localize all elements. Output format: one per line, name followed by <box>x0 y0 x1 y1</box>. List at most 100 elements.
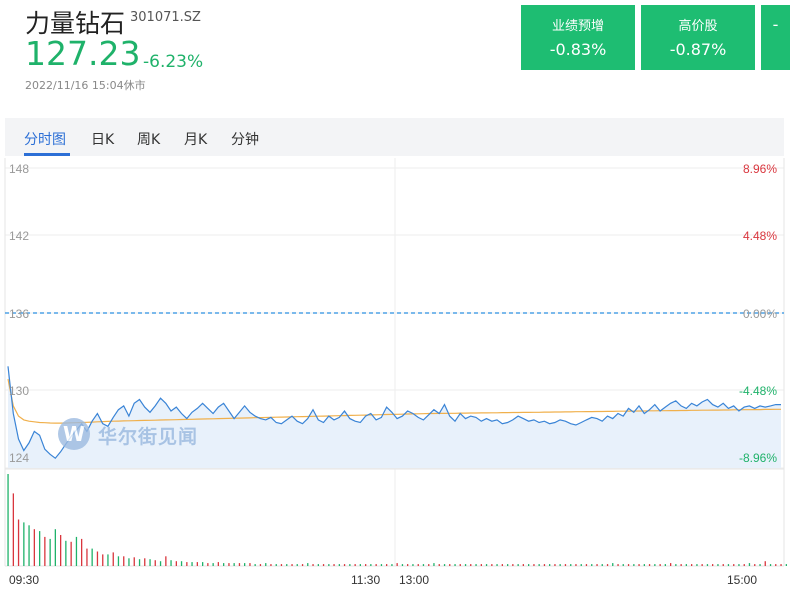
volume-bar <box>286 564 288 566</box>
volume-bar <box>265 563 267 566</box>
volume-bar <box>291 564 293 566</box>
volume-bar <box>733 564 735 566</box>
volume-bar <box>528 564 530 566</box>
volume-bar <box>102 554 104 566</box>
volume-bar <box>401 564 404 566</box>
volume-bar <box>470 564 472 566</box>
tab-monthly-k[interactable]: 月K <box>184 132 208 148</box>
volume-bar <box>217 562 219 566</box>
tab-daily-k[interactable]: 日K <box>91 132 115 148</box>
volume-bar <box>270 564 272 566</box>
volume-bar <box>722 564 724 566</box>
concept-tag-value: -0.87% <box>669 40 727 59</box>
volume-bar <box>422 564 425 566</box>
stock-code: 301071.SZ <box>130 10 201 25</box>
volume-bar <box>149 559 151 566</box>
price-tick-label: 136 <box>9 307 29 321</box>
volume-bar <box>380 564 383 566</box>
volume-bar <box>280 564 283 566</box>
volume-bar <box>549 564 551 566</box>
volume-bar <box>207 563 209 566</box>
volume-bar <box>81 538 83 566</box>
price-tick-label: 124 <box>9 451 29 465</box>
volume-bar <box>138 559 141 566</box>
volume-bar <box>296 564 298 566</box>
volume-bar <box>343 564 346 566</box>
volume-bar <box>228 563 230 566</box>
volume-bar <box>691 564 693 566</box>
volume-bar <box>180 561 183 566</box>
volume-bar <box>785 564 787 566</box>
volume-bar <box>438 564 440 566</box>
volume-bar <box>307 563 309 566</box>
concept-tag-value: - <box>772 15 779 34</box>
volume-bar <box>112 552 114 566</box>
concept-tag-performance[interactable]: 业绩预增 -0.83% <box>521 5 635 70</box>
percent-tick-label: 0.00% <box>743 307 777 321</box>
concept-tag-label: 业绩预增 <box>551 19 604 34</box>
volume-bar <box>191 562 193 566</box>
concept-tag-partial[interactable]: - <box>761 5 790 70</box>
volume-bar <box>154 560 156 566</box>
volume-bar <box>680 564 682 566</box>
time-tick-label: 11:30 <box>351 573 380 587</box>
volume-bar <box>144 558 146 566</box>
volume-bar <box>717 564 719 566</box>
volume-bar <box>512 564 514 566</box>
volume-bar <box>433 563 435 566</box>
volume-bar <box>133 557 135 566</box>
volume-bar <box>123 556 125 566</box>
volume-bar <box>538 564 540 566</box>
concept-tag-high-price[interactable]: 高价股 -0.87% <box>641 5 755 70</box>
chart-grid <box>4 158 785 567</box>
intraday-chart[interactable]: 148 142 136 130 124 8.96% 4.48% 0.00% -4.48% -8.… <box>0 158 790 593</box>
volume-bar <box>254 564 256 566</box>
volume-bar <box>759 564 761 566</box>
volume-bar <box>475 564 477 566</box>
tab-intraday[interactable]: 分时图 <box>24 132 66 148</box>
volume-bar <box>675 564 677 566</box>
volume-bar <box>223 563 225 566</box>
volume-bar <box>712 564 714 566</box>
average-price-line <box>7 378 781 424</box>
volume-bar <box>159 561 162 566</box>
volume-bar <box>743 564 745 566</box>
tab-minute[interactable]: 分钟 <box>231 132 259 148</box>
quote-header: 力量钻石 301071.SZ 127.23 -6.23% 2022/11/16 … <box>0 0 790 110</box>
volume-bar <box>701 564 703 566</box>
volume-bar <box>354 564 356 566</box>
volume-bar <box>449 564 451 566</box>
volume-bar <box>443 564 446 566</box>
volume-bar <box>764 561 766 566</box>
price-line <box>7 366 781 460</box>
volume-bar <box>60 535 62 566</box>
price-tick-label: 142 <box>9 229 29 243</box>
volume-bar <box>328 564 330 566</box>
volume-bar <box>517 564 519 566</box>
volume-bar <box>70 541 72 566</box>
volume-bar <box>65 540 67 566</box>
volume-bar <box>459 564 461 566</box>
volume-bar <box>23 522 25 566</box>
volume-bar <box>75 536 78 566</box>
volume-bar <box>86 548 88 566</box>
volume-bar <box>312 564 314 566</box>
volume-bar <box>7 474 9 566</box>
volume-bar <box>491 564 493 566</box>
percent-axis-labels: 8.96% 4.48% 0.00% -4.48% -8.96% <box>739 162 777 465</box>
volume-bar <box>391 564 393 566</box>
volume-bar <box>507 564 509 566</box>
volume-bar <box>606 564 609 566</box>
volume-bar <box>754 564 756 566</box>
volume-bar <box>412 564 414 566</box>
volume-bar <box>17 519 20 566</box>
volume-bar <box>664 564 666 566</box>
watermark: W 华尔街见闻 <box>58 418 238 452</box>
volume-bar <box>244 563 246 566</box>
volume-bar <box>627 564 630 566</box>
tab-weekly-k[interactable]: 周K <box>137 132 161 148</box>
volume-bar <box>301 564 304 566</box>
volume-bar <box>186 562 188 566</box>
volume-bar <box>196 562 198 566</box>
volume-bar <box>259 564 262 566</box>
